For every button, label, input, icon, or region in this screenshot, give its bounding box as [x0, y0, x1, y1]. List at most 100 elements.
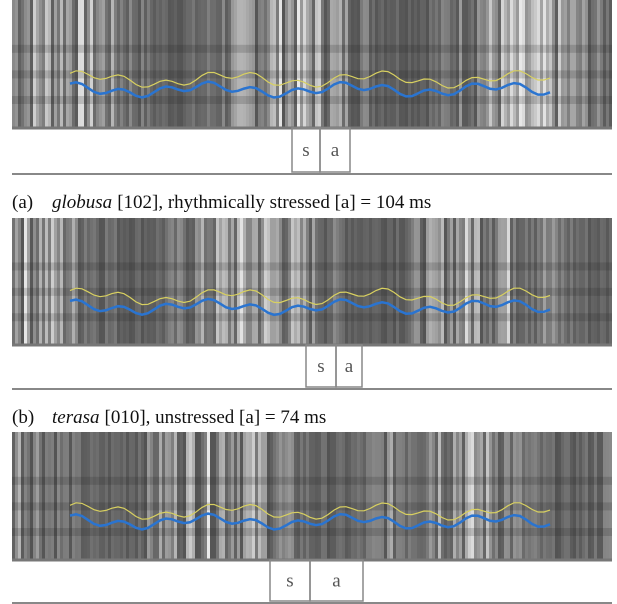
caption-label: (a) [12, 192, 33, 213]
spectrogram-column [471, 0, 474, 128]
spectrogram-column [138, 432, 141, 560]
spectrogram-column [345, 0, 348, 128]
spectrogram-column [129, 432, 132, 560]
spectrogram-column [549, 432, 552, 560]
spectrogram-column [276, 432, 279, 560]
spectrogram-column [60, 0, 63, 128]
spectrogram-column [498, 218, 501, 345]
spectrogram-column [105, 0, 108, 128]
spectrogram-column [492, 218, 495, 345]
spectrogram-column [447, 432, 450, 560]
spectrogram-column [543, 0, 546, 128]
spectrogram-column [390, 432, 393, 560]
spectrogram-column [330, 218, 333, 345]
spectrogram-column [255, 218, 258, 345]
spectrogram-column [393, 432, 396, 560]
spectrogram-column [606, 432, 609, 560]
spectrogram-column [342, 218, 345, 345]
spectrogram-column [189, 0, 192, 128]
spectrogram-column [18, 432, 21, 560]
spectrogram-column [570, 218, 573, 345]
spectrogram-column [558, 432, 561, 560]
spectrogram-column [198, 0, 201, 128]
spectrogram-column [354, 218, 357, 345]
spectrogram-column [453, 0, 456, 128]
spectrogram-column [177, 432, 180, 560]
spectrogram-column [417, 0, 420, 128]
spectrogram-column [357, 218, 360, 345]
formant-band [12, 528, 612, 536]
spectrogram-column [303, 218, 306, 345]
spectrogram-column [513, 432, 516, 560]
spectrogram-column [21, 0, 24, 128]
spectrogram-column [546, 432, 549, 560]
spectrogram-column [486, 218, 489, 345]
spectrogram-column [96, 0, 99, 128]
spectrogram-column [306, 0, 309, 128]
spectrogram-column [249, 432, 252, 560]
spectrogram-column [108, 432, 111, 560]
spectrogram-column [117, 0, 120, 128]
spectrogram-column [360, 218, 363, 345]
spectrogram-column [351, 432, 354, 560]
spectrogram-column [405, 0, 408, 128]
spectrogram-column [429, 218, 432, 345]
spectrogram-column [147, 432, 150, 560]
spectrogram-column [504, 432, 507, 560]
spectrogram-column [540, 432, 543, 560]
spectrogram-column [474, 432, 477, 560]
spectrogram-column [207, 432, 210, 560]
spectrogram-column [255, 432, 258, 560]
spectrogram-column [456, 218, 459, 345]
spectrogram-column [366, 218, 369, 345]
spectrogram-column [570, 0, 573, 128]
spectrogram-column [246, 432, 249, 560]
spectrogram-column [234, 0, 237, 128]
spectrogram-column [525, 0, 528, 128]
spectrogram-column [234, 432, 237, 560]
spectrogram-column [594, 0, 597, 128]
spectrogram-column [432, 218, 435, 345]
spectrogram-column [471, 218, 474, 345]
spectrogram-column [51, 432, 54, 560]
spectrogram-column [321, 218, 324, 345]
spectrogram-column [291, 0, 294, 128]
spectrogram-column [156, 218, 159, 345]
spectrogram-column [384, 0, 387, 128]
spectrogram-column [564, 432, 567, 560]
spectrogram-column [540, 0, 543, 128]
spectrogram-column [60, 432, 63, 560]
spectrogram-column [174, 0, 177, 128]
spectrogram-column [72, 432, 75, 560]
spectrogram-column [249, 218, 252, 345]
spectrogram-column [393, 0, 396, 128]
spectrogram-column [351, 0, 354, 128]
spectrogram-column [36, 0, 39, 128]
spectrogram-column [438, 0, 441, 128]
spectrogram-column [243, 0, 246, 128]
spectrogram-column [207, 218, 210, 345]
spectrogram-column [21, 218, 24, 345]
spectrogram-column [75, 218, 78, 345]
spectrogram-column [129, 0, 132, 128]
spectrogram-column [321, 0, 324, 128]
spectrogram-column [54, 218, 57, 345]
spectrogram-column [555, 218, 558, 345]
spectrogram-column [381, 218, 384, 345]
spectrogram-column [327, 432, 330, 560]
formant-band [12, 477, 612, 485]
spectrogram-column [141, 432, 144, 560]
spectrogram-column [84, 0, 87, 128]
spectrogram-column [423, 432, 426, 560]
spectrogram-column [273, 432, 276, 560]
spectrogram-column [582, 0, 585, 128]
spectrogram-column [411, 0, 414, 128]
spectrogram-column [147, 218, 150, 345]
spectrogram-column [123, 432, 126, 560]
spectrogram-column [585, 0, 588, 128]
spectrogram-column [117, 432, 120, 560]
spectrogram-column [93, 432, 96, 560]
spectrogram-column [213, 218, 216, 345]
spectrogram-column [444, 432, 447, 560]
spectrogram-column [282, 0, 285, 128]
